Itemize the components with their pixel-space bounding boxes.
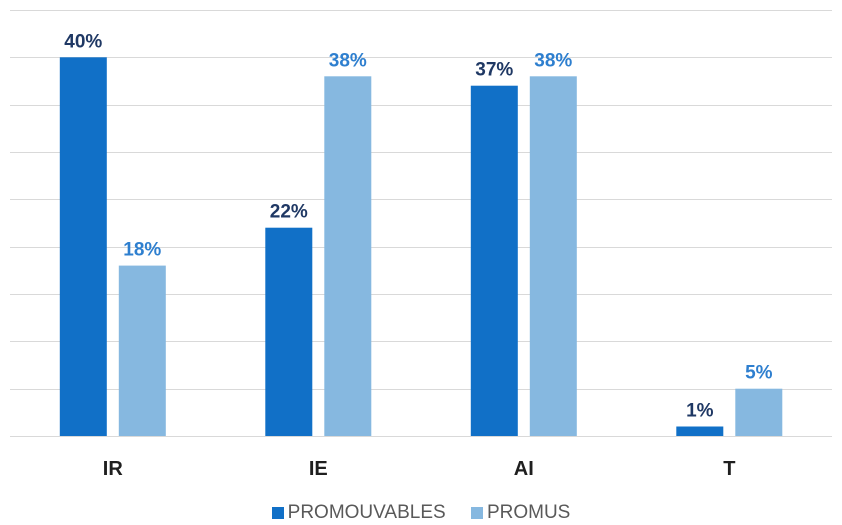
data-label-promouvables-ir: 40% [64, 31, 102, 52]
bar-promouvables-ir [59, 57, 107, 437]
legend-item-promouvables: PROMOUVABLES [271, 502, 446, 524]
data-label-promouvables-ai: 37% [475, 60, 513, 81]
data-label-promouvables-ie: 22% [270, 202, 308, 223]
legend-label-promus: PROMUS [486, 502, 571, 523]
category-label-ai: AI [514, 458, 534, 480]
category-label-t: T [723, 458, 735, 480]
legend: PROMOUVABLES PROMUS [0, 502, 842, 525]
bar-promus-ie [324, 76, 372, 437]
legend-swatch-promus [470, 507, 483, 519]
bar-promouvables-ie [265, 227, 313, 436]
legend-item-promus: PROMUS [470, 502, 571, 524]
bar-promus-t [735, 388, 783, 436]
bar-promus-ir [118, 265, 166, 436]
data-label-promus-ai: 38% [534, 50, 572, 71]
bar-promus-ai [529, 76, 577, 437]
category-labels: IR IE AI T [103, 458, 736, 480]
bar-promouvables-ai [470, 85, 518, 436]
data-label-promus-t: 5% [745, 363, 773, 384]
category-label-ie: IE [309, 458, 328, 480]
bar-promouvables-t [676, 426, 724, 436]
data-labels: 40% 18% 22% 38% 37% 38% 1% 5% [64, 31, 772, 421]
category-label-ir: IR [103, 458, 124, 480]
data-label-promus-ie: 38% [329, 50, 367, 71]
bars [59, 57, 783, 437]
data-label-promouvables-t: 1% [686, 401, 714, 422]
legend-label-promouvables: PROMOUVABLES [287, 502, 446, 523]
data-label-promus-ir: 18% [123, 240, 161, 261]
legend-swatch-promouvables [271, 507, 284, 519]
